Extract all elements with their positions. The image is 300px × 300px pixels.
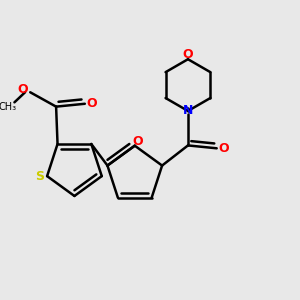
Text: O: O: [183, 48, 193, 62]
Text: N: N: [183, 104, 193, 117]
Text: CH₃: CH₃: [0, 102, 16, 112]
Text: O: O: [132, 135, 143, 148]
Text: O: O: [219, 142, 229, 155]
Text: O: O: [87, 97, 97, 110]
Text: O: O: [18, 83, 28, 96]
Text: S: S: [35, 169, 44, 183]
